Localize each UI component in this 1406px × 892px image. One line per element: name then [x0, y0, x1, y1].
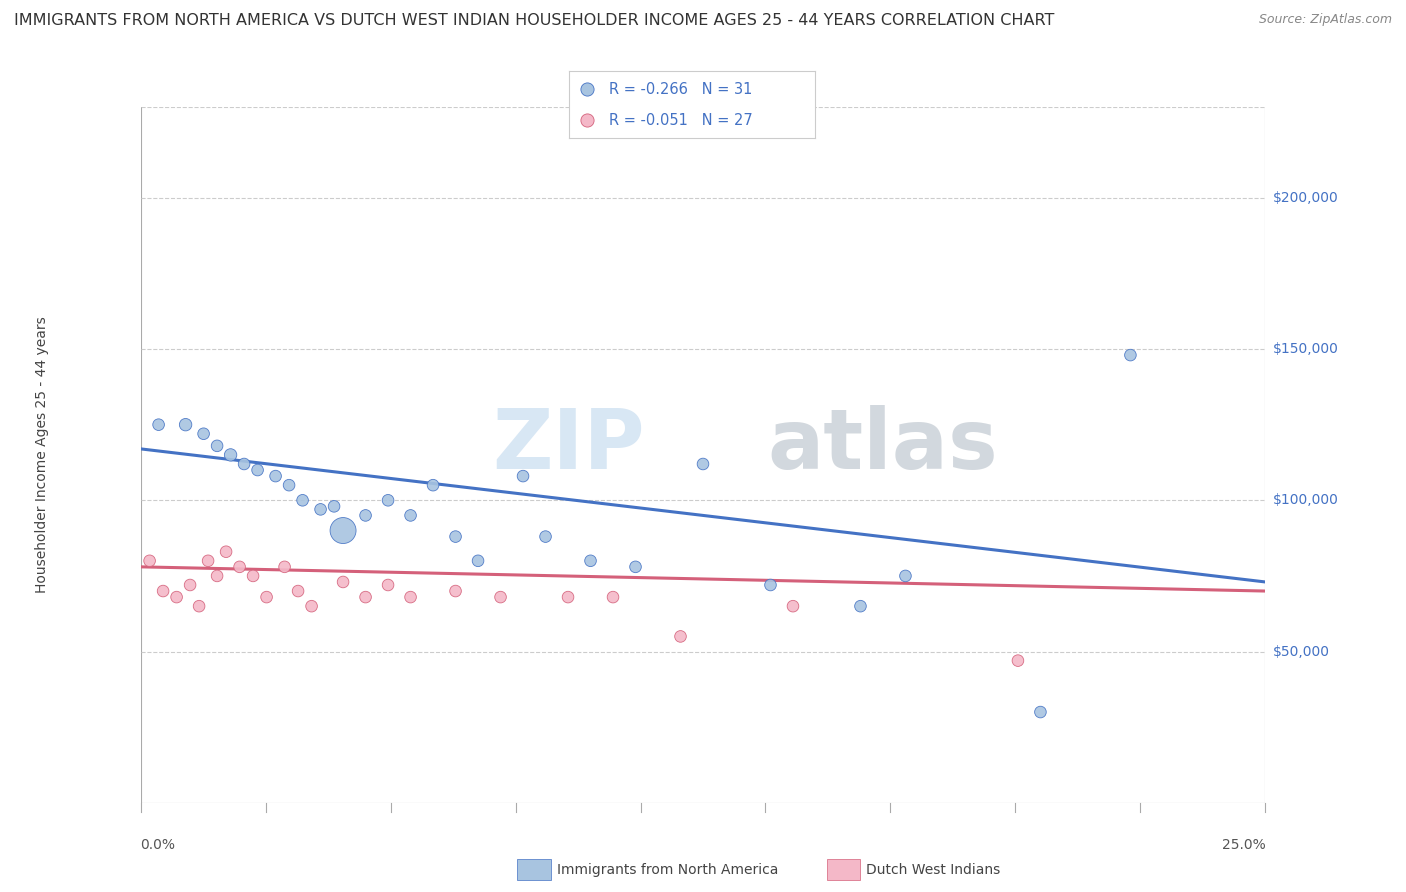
Text: Immigrants from North America: Immigrants from North America: [557, 863, 778, 877]
Point: [1007, 654, 1029, 668]
Text: Householder Income Ages 25 - 44 years: Householder Income Ages 25 - 44 years: [35, 317, 49, 593]
Point: [291, 493, 314, 508]
Point: [444, 530, 467, 544]
Point: [422, 478, 444, 492]
Point: [197, 554, 219, 568]
Point: [309, 502, 332, 516]
Point: [205, 569, 228, 583]
Point: [602, 590, 624, 604]
Point: [512, 469, 534, 483]
Point: [377, 578, 399, 592]
Text: IMMIGRANTS FROM NORTH AMERICA VS DUTCH WEST INDIAN HOUSEHOLDER INCOME AGES 25 - : IMMIGRANTS FROM NORTH AMERICA VS DUTCH W…: [14, 13, 1054, 29]
Point: [205, 439, 228, 453]
Point: [489, 590, 512, 604]
Point: [219, 448, 242, 462]
Point: [894, 569, 917, 583]
Text: atlas: atlas: [768, 405, 998, 486]
Text: ZIP: ZIP: [492, 405, 644, 486]
Text: $200,000: $200,000: [1272, 191, 1339, 205]
Text: Source: ZipAtlas.com: Source: ZipAtlas.com: [1258, 13, 1392, 27]
Point: [287, 584, 309, 599]
Point: [444, 584, 467, 599]
Point: [575, 113, 598, 128]
Text: $100,000: $100,000: [1272, 493, 1339, 508]
Point: [233, 457, 256, 471]
Point: [174, 417, 197, 432]
Point: [759, 578, 782, 592]
Point: [323, 500, 346, 514]
Point: [849, 599, 872, 614]
Point: [278, 478, 301, 492]
Text: $50,000: $50,000: [1272, 645, 1330, 658]
Point: [782, 599, 804, 614]
Point: [242, 569, 264, 583]
Point: [399, 508, 422, 523]
Text: $150,000: $150,000: [1272, 342, 1339, 356]
Text: R = -0.051   N = 27: R = -0.051 N = 27: [609, 112, 752, 128]
Point: [264, 469, 287, 483]
Point: [179, 578, 201, 592]
Point: [332, 574, 354, 589]
Point: [354, 590, 377, 604]
Point: [193, 426, 215, 441]
Point: [354, 508, 377, 523]
Point: [138, 554, 160, 568]
Point: [624, 559, 647, 574]
Text: R = -0.266   N = 31: R = -0.266 N = 31: [609, 82, 752, 97]
Point: [1029, 705, 1052, 719]
Point: [467, 554, 489, 568]
Point: [692, 457, 714, 471]
Point: [669, 629, 692, 643]
Point: [166, 590, 188, 604]
Point: [228, 559, 250, 574]
Text: Dutch West Indians: Dutch West Indians: [866, 863, 1000, 877]
Point: [1119, 348, 1142, 362]
Point: [148, 417, 170, 432]
Text: 25.0%: 25.0%: [1222, 838, 1265, 853]
Point: [215, 545, 238, 559]
Point: [557, 590, 579, 604]
Point: [575, 82, 598, 96]
Text: 0.0%: 0.0%: [141, 838, 176, 853]
Point: [256, 590, 278, 604]
Point: [534, 530, 557, 544]
Point: [377, 493, 399, 508]
Point: [579, 554, 602, 568]
Point: [188, 599, 211, 614]
Point: [273, 559, 295, 574]
Point: [301, 599, 323, 614]
Point: [332, 524, 354, 538]
Point: [246, 463, 269, 477]
Point: [152, 584, 174, 599]
Point: [399, 590, 422, 604]
